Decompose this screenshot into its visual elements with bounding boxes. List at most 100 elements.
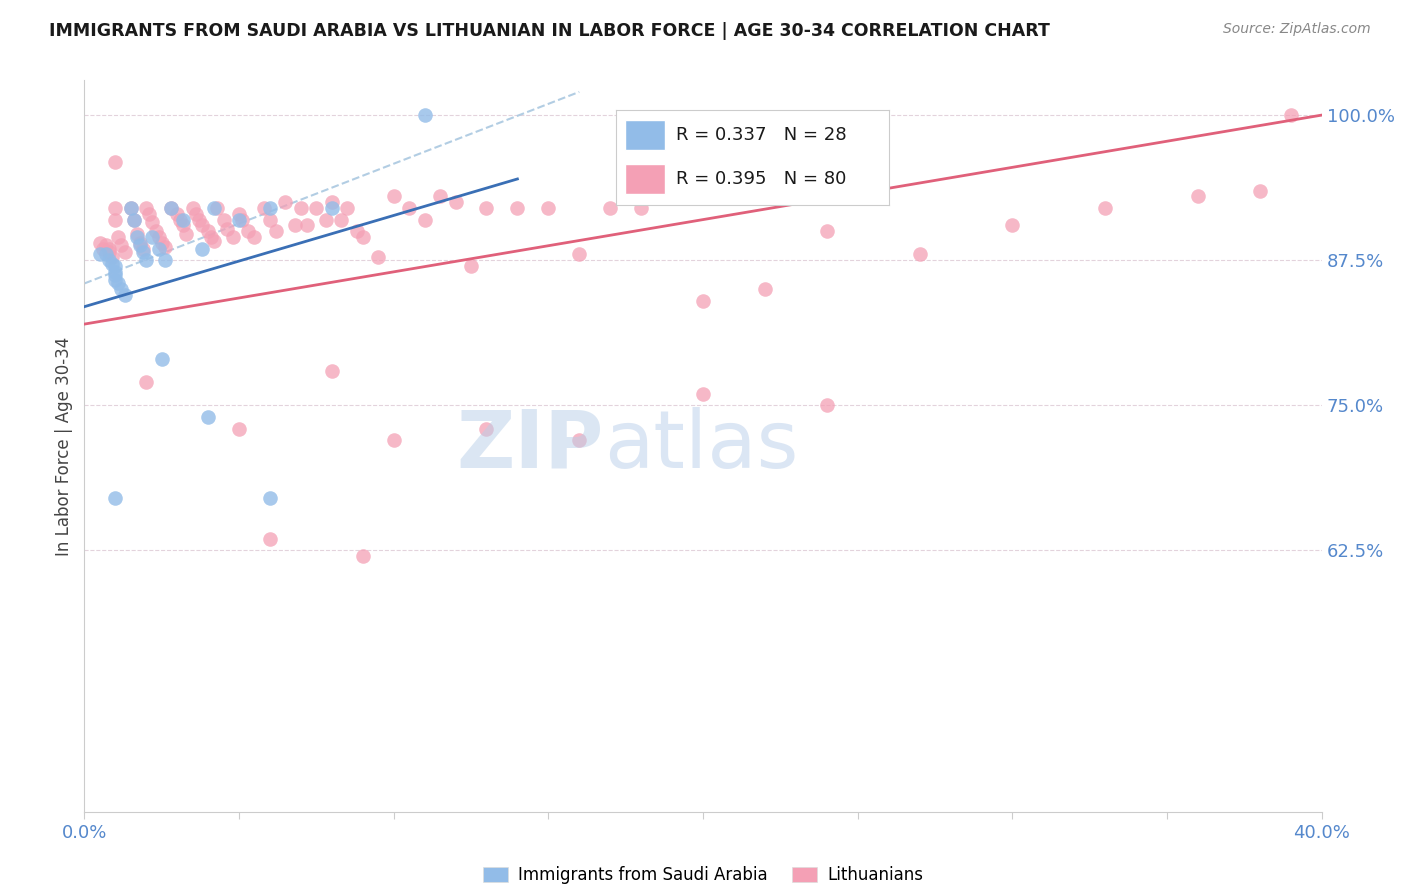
Legend: Immigrants from Saudi Arabia, Lithuanians: Immigrants from Saudi Arabia, Lithuanian… [477, 860, 929, 891]
Text: atlas: atlas [605, 407, 799, 485]
Point [1094, 201, 1116, 215]
Point [274, 195, 297, 210]
Point [537, 201, 560, 215]
Point [145, 224, 167, 238]
Point [101, 250, 124, 264]
Point [1187, 189, 1209, 203]
Point [330, 212, 353, 227]
Point [129, 235, 152, 250]
Point [367, 250, 389, 264]
Point [104, 259, 127, 273]
Point [202, 201, 225, 215]
Point [506, 201, 529, 215]
Point [98, 242, 121, 256]
Point [135, 253, 157, 268]
Point [104, 265, 127, 279]
Point [98, 253, 121, 268]
Point [475, 201, 498, 215]
Point [444, 195, 467, 210]
Point [290, 201, 312, 215]
Point [122, 212, 145, 227]
Point [692, 293, 714, 308]
Point [754, 282, 776, 296]
Point [222, 230, 245, 244]
Point [264, 224, 287, 238]
Point [141, 230, 163, 244]
Text: R = 0.337   N = 28: R = 0.337 N = 28 [676, 126, 846, 145]
Point [321, 195, 343, 210]
Point [1001, 219, 1024, 233]
Point [191, 242, 214, 256]
Point [259, 491, 281, 506]
Point [150, 235, 173, 250]
Point [215, 222, 238, 236]
Point [228, 207, 250, 221]
FancyBboxPatch shape [624, 164, 665, 194]
Point [153, 253, 176, 268]
Point [630, 201, 652, 215]
Point [382, 433, 405, 447]
Point [94, 238, 117, 252]
Point [398, 201, 420, 215]
Point [181, 201, 204, 215]
Point [315, 212, 337, 227]
Point [132, 242, 155, 256]
Point [125, 230, 148, 244]
Point [231, 212, 253, 227]
Point [1249, 184, 1271, 198]
Point [104, 201, 127, 215]
Point [908, 247, 931, 261]
Point [692, 386, 714, 401]
Point [160, 201, 183, 215]
Point [89, 235, 111, 250]
Text: R = 0.395   N = 80: R = 0.395 N = 80 [676, 170, 846, 188]
Point [129, 238, 152, 252]
Point [122, 212, 145, 227]
Point [110, 238, 132, 252]
Point [460, 259, 482, 273]
Y-axis label: In Labor Force | Age 30-34: In Labor Force | Age 30-34 [55, 336, 73, 556]
Point [94, 247, 117, 261]
Point [259, 212, 281, 227]
Point [135, 201, 157, 215]
Point [104, 273, 127, 287]
Point [346, 224, 368, 238]
Point [568, 247, 591, 261]
Point [815, 224, 838, 238]
Point [176, 227, 198, 241]
FancyBboxPatch shape [624, 120, 665, 151]
Point [160, 201, 183, 215]
Point [295, 219, 318, 233]
Point [352, 230, 374, 244]
Point [91, 242, 114, 256]
Point [138, 207, 160, 221]
Point [207, 201, 229, 215]
Point [243, 230, 266, 244]
Point [238, 224, 260, 238]
Point [184, 207, 207, 221]
Point [336, 201, 359, 215]
Point [228, 212, 250, 227]
Point [475, 421, 498, 435]
Point [98, 245, 121, 260]
Point [352, 549, 374, 564]
Point [172, 219, 194, 233]
Point [228, 421, 250, 435]
Point [120, 201, 142, 215]
Point [141, 215, 163, 229]
Point [166, 207, 188, 221]
Point [104, 268, 127, 283]
Point [321, 363, 343, 377]
Point [191, 219, 214, 233]
Point [104, 491, 127, 506]
Point [132, 245, 155, 260]
Point [107, 230, 129, 244]
Point [599, 201, 621, 215]
Point [101, 257, 124, 271]
Point [110, 282, 132, 296]
Point [284, 219, 307, 233]
Point [202, 234, 225, 248]
Point [413, 212, 436, 227]
Point [197, 409, 219, 424]
Text: Source: ZipAtlas.com: Source: ZipAtlas.com [1223, 22, 1371, 37]
